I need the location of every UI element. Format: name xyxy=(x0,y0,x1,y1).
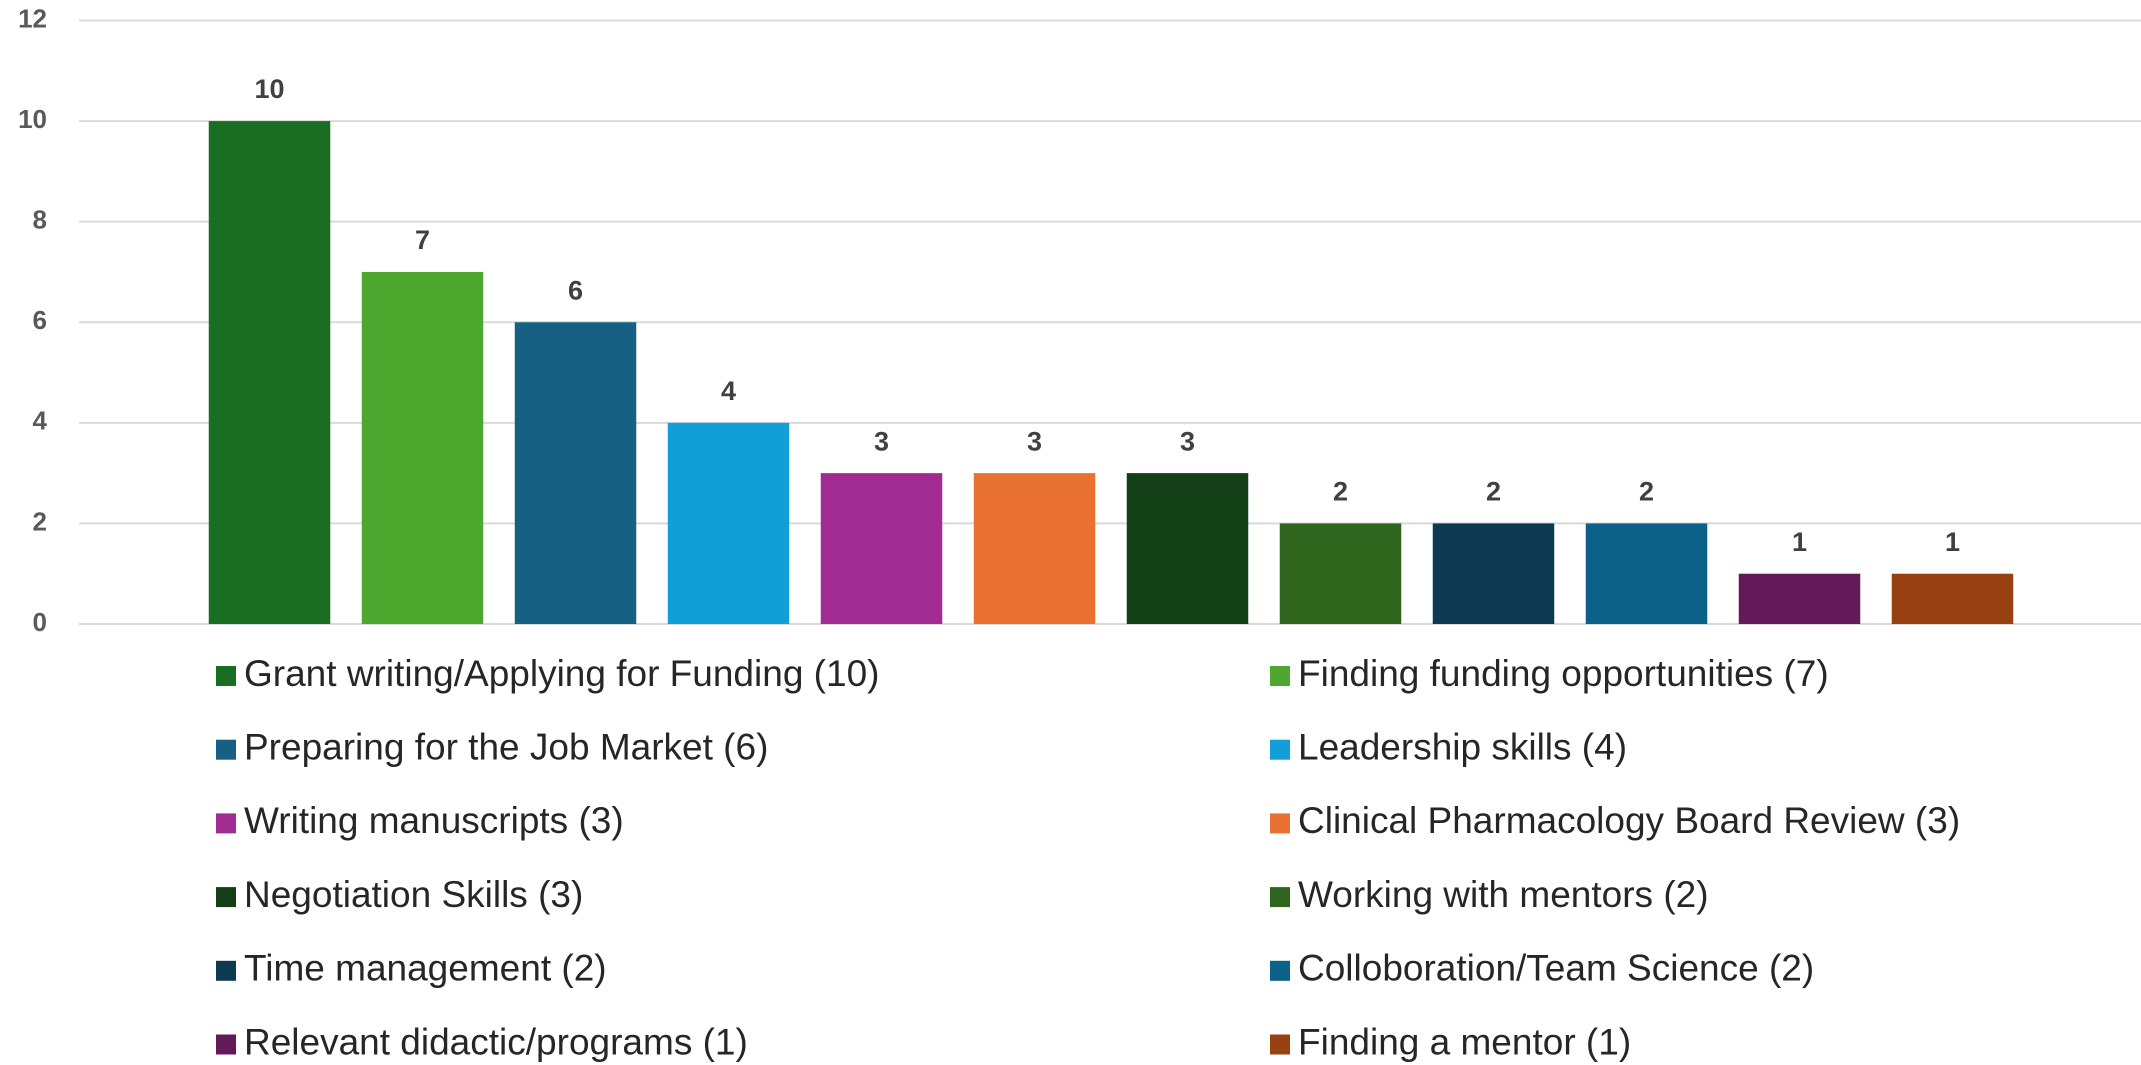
legend-label: Writing manuscripts (3) xyxy=(244,800,624,841)
legend-label: Preparing for the Job Market (6) xyxy=(244,726,768,767)
legend-label: Grant writing/Applying for Funding (10) xyxy=(244,653,879,694)
legend-label: Working with mentors (2) xyxy=(1298,874,1709,915)
data-label: 7 xyxy=(415,225,430,255)
bar xyxy=(1585,523,1708,624)
bar xyxy=(667,422,790,624)
data-label: 3 xyxy=(1027,426,1042,456)
bar xyxy=(1891,573,2014,624)
data-label: 6 xyxy=(568,275,583,305)
y-tick-label: 0 xyxy=(33,607,47,637)
y-tick-label: 12 xyxy=(18,3,47,33)
legend-label: Colloboration/Team Science (2) xyxy=(1298,948,1814,989)
legend-swatch xyxy=(216,739,236,760)
data-label: 2 xyxy=(1639,477,1654,507)
legend-swatch xyxy=(216,1034,236,1055)
legend-swatch xyxy=(1270,960,1290,981)
y-tick-label: 2 xyxy=(33,506,47,536)
bar xyxy=(208,121,331,624)
bar xyxy=(1738,573,1861,624)
legend-label: Finding a mentor (1) xyxy=(1298,1021,1631,1062)
legend-label: Time management (2) xyxy=(244,948,607,989)
legend-swatch xyxy=(1270,887,1290,908)
legend-swatch xyxy=(1270,666,1290,686)
legend-swatch xyxy=(1270,739,1290,760)
bar xyxy=(361,271,484,624)
y-tick-label: 10 xyxy=(18,104,47,134)
data-label: 1 xyxy=(1792,527,1807,557)
data-label: 10 xyxy=(254,74,284,104)
bar xyxy=(1432,523,1555,624)
legend-label: Relevant didactic/programs (1) xyxy=(244,1021,748,1062)
y-tick-label: 8 xyxy=(33,205,47,235)
y-tick-label: 6 xyxy=(33,305,47,335)
y-tick-label: 4 xyxy=(33,406,48,436)
legend-label: Clinical Pharmacology Board Review (3) xyxy=(1298,800,1960,841)
legend-swatch xyxy=(1270,1034,1290,1055)
bar xyxy=(820,473,943,624)
data-label: 3 xyxy=(1180,426,1195,456)
bar xyxy=(1279,523,1402,624)
legend-swatch xyxy=(1270,813,1290,834)
legend-swatch xyxy=(216,960,236,981)
data-label: 4 xyxy=(721,376,736,406)
legend-label: Negotiation Skills (3) xyxy=(244,874,583,915)
bar xyxy=(1126,473,1249,624)
data-label: 1 xyxy=(1945,527,1960,557)
data-label: 2 xyxy=(1486,477,1501,507)
legend-label: Leadership skills (4) xyxy=(1298,726,1627,767)
legend-label: Finding funding opportunities (7) xyxy=(1298,653,1829,694)
legend-swatch xyxy=(216,887,236,908)
data-label: 2 xyxy=(1333,477,1348,507)
bar xyxy=(973,473,1096,624)
legend-swatch xyxy=(216,813,236,834)
bar xyxy=(514,322,637,624)
data-label: 3 xyxy=(874,426,889,456)
legend-swatch xyxy=(216,666,236,686)
